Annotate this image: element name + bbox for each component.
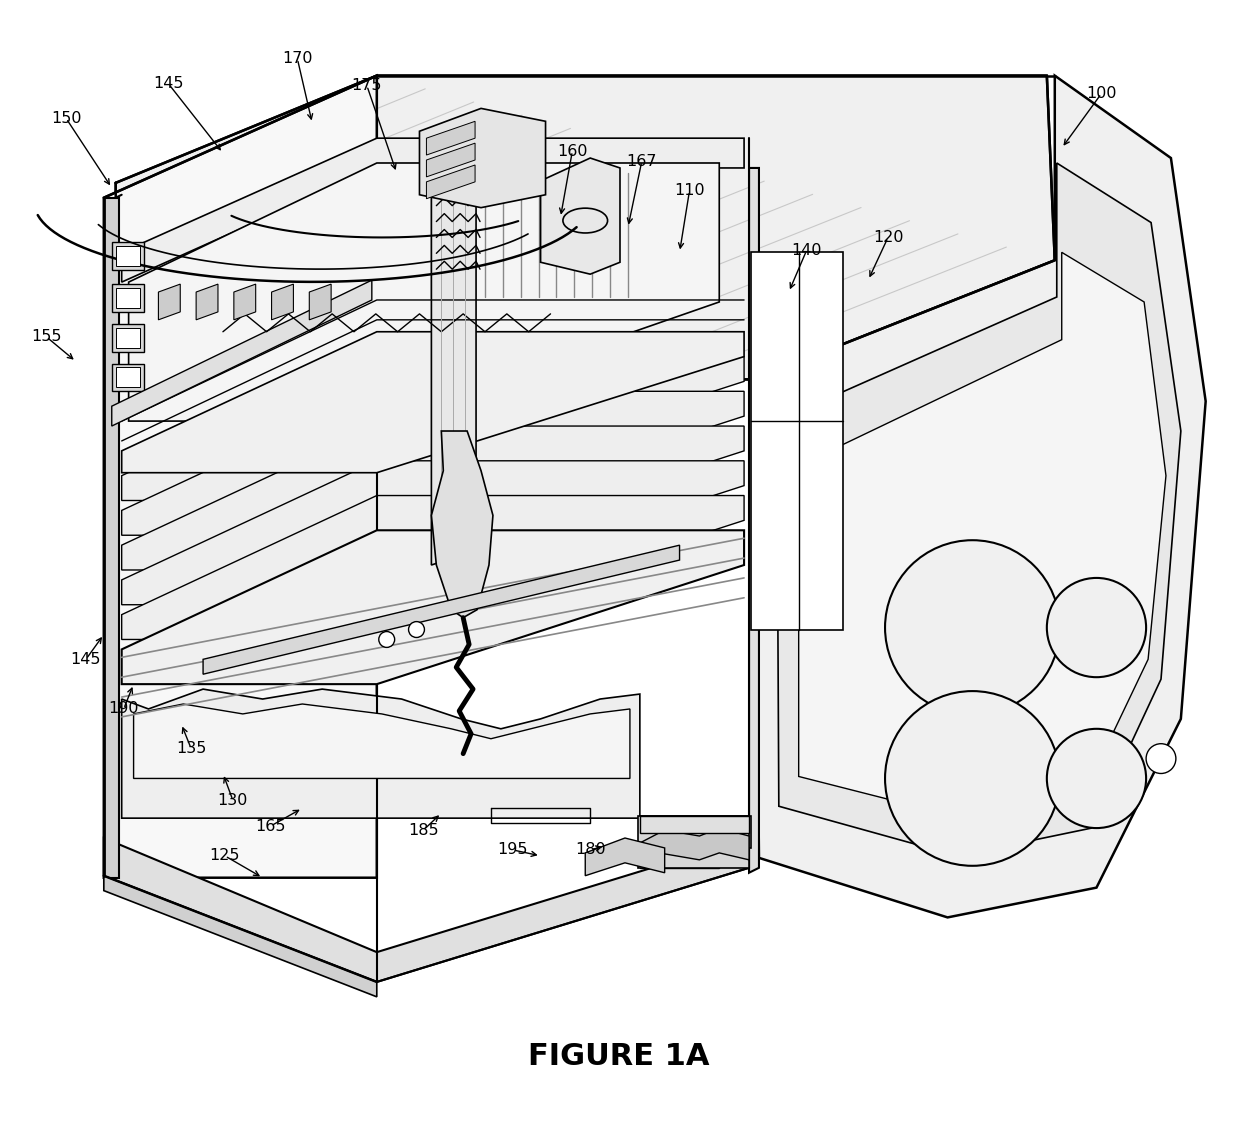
Polygon shape xyxy=(115,76,1054,379)
Text: 155: 155 xyxy=(31,329,62,344)
Polygon shape xyxy=(426,122,475,154)
Text: 190: 190 xyxy=(109,701,139,717)
Polygon shape xyxy=(112,364,144,391)
Circle shape xyxy=(379,632,395,648)
Polygon shape xyxy=(426,165,475,199)
Polygon shape xyxy=(115,328,140,348)
Polygon shape xyxy=(431,431,493,618)
Text: 140: 140 xyxy=(792,243,821,258)
Text: 180: 180 xyxy=(575,843,606,858)
Polygon shape xyxy=(159,284,180,320)
Polygon shape xyxy=(750,168,760,872)
Text: FIGURE 1A: FIGURE 1A xyxy=(528,1042,710,1071)
Polygon shape xyxy=(121,357,745,501)
Polygon shape xyxy=(751,252,844,629)
Polygon shape xyxy=(112,281,372,426)
Text: 160: 160 xyxy=(558,143,587,159)
Polygon shape xyxy=(540,158,620,274)
Polygon shape xyxy=(121,690,639,818)
Polygon shape xyxy=(431,133,476,565)
Polygon shape xyxy=(310,284,331,320)
Text: 145: 145 xyxy=(154,76,183,91)
Polygon shape xyxy=(585,838,664,876)
Polygon shape xyxy=(121,139,745,282)
Polygon shape xyxy=(104,876,377,996)
Polygon shape xyxy=(121,531,745,684)
Polygon shape xyxy=(104,198,119,878)
Polygon shape xyxy=(112,242,144,270)
Text: 135: 135 xyxy=(176,741,207,757)
Polygon shape xyxy=(196,284,218,320)
Text: 195: 195 xyxy=(498,843,528,858)
Polygon shape xyxy=(121,461,745,604)
Polygon shape xyxy=(638,816,750,868)
Circle shape xyxy=(885,541,1059,715)
Text: 125: 125 xyxy=(209,849,240,863)
Text: 120: 120 xyxy=(872,229,903,245)
Polygon shape xyxy=(134,704,629,778)
Circle shape xyxy=(409,621,425,637)
Text: 175: 175 xyxy=(352,78,382,93)
Polygon shape xyxy=(203,545,679,674)
Polygon shape xyxy=(755,76,1206,918)
Polygon shape xyxy=(121,391,745,535)
Text: 170: 170 xyxy=(282,51,312,66)
Polygon shape xyxy=(104,838,750,982)
Polygon shape xyxy=(426,143,475,177)
Text: 185: 185 xyxy=(408,822,439,837)
Circle shape xyxy=(1047,578,1146,677)
Text: 150: 150 xyxy=(51,111,82,126)
Text: 110: 110 xyxy=(674,183,705,199)
Polygon shape xyxy=(639,816,750,833)
Polygon shape xyxy=(639,847,720,868)
Polygon shape xyxy=(112,324,144,352)
Polygon shape xyxy=(115,367,140,387)
Polygon shape xyxy=(121,332,745,473)
Polygon shape xyxy=(777,162,1181,855)
Polygon shape xyxy=(121,495,745,640)
Polygon shape xyxy=(115,289,140,308)
Text: 167: 167 xyxy=(627,153,657,168)
Polygon shape xyxy=(639,816,751,847)
Polygon shape xyxy=(112,284,144,312)
Text: 100: 100 xyxy=(1087,86,1116,101)
Polygon shape xyxy=(799,252,1166,818)
Polygon shape xyxy=(639,828,750,866)
Circle shape xyxy=(885,691,1059,866)
Polygon shape xyxy=(420,108,545,208)
Polygon shape xyxy=(115,247,140,266)
Polygon shape xyxy=(104,76,377,878)
Circle shape xyxy=(1146,744,1176,774)
Text: 145: 145 xyxy=(71,652,102,667)
Polygon shape xyxy=(129,162,720,421)
Polygon shape xyxy=(234,284,255,320)
Circle shape xyxy=(1047,729,1146,828)
Polygon shape xyxy=(271,284,294,320)
Text: 165: 165 xyxy=(255,819,286,834)
Polygon shape xyxy=(121,426,745,570)
Text: 130: 130 xyxy=(218,793,248,808)
